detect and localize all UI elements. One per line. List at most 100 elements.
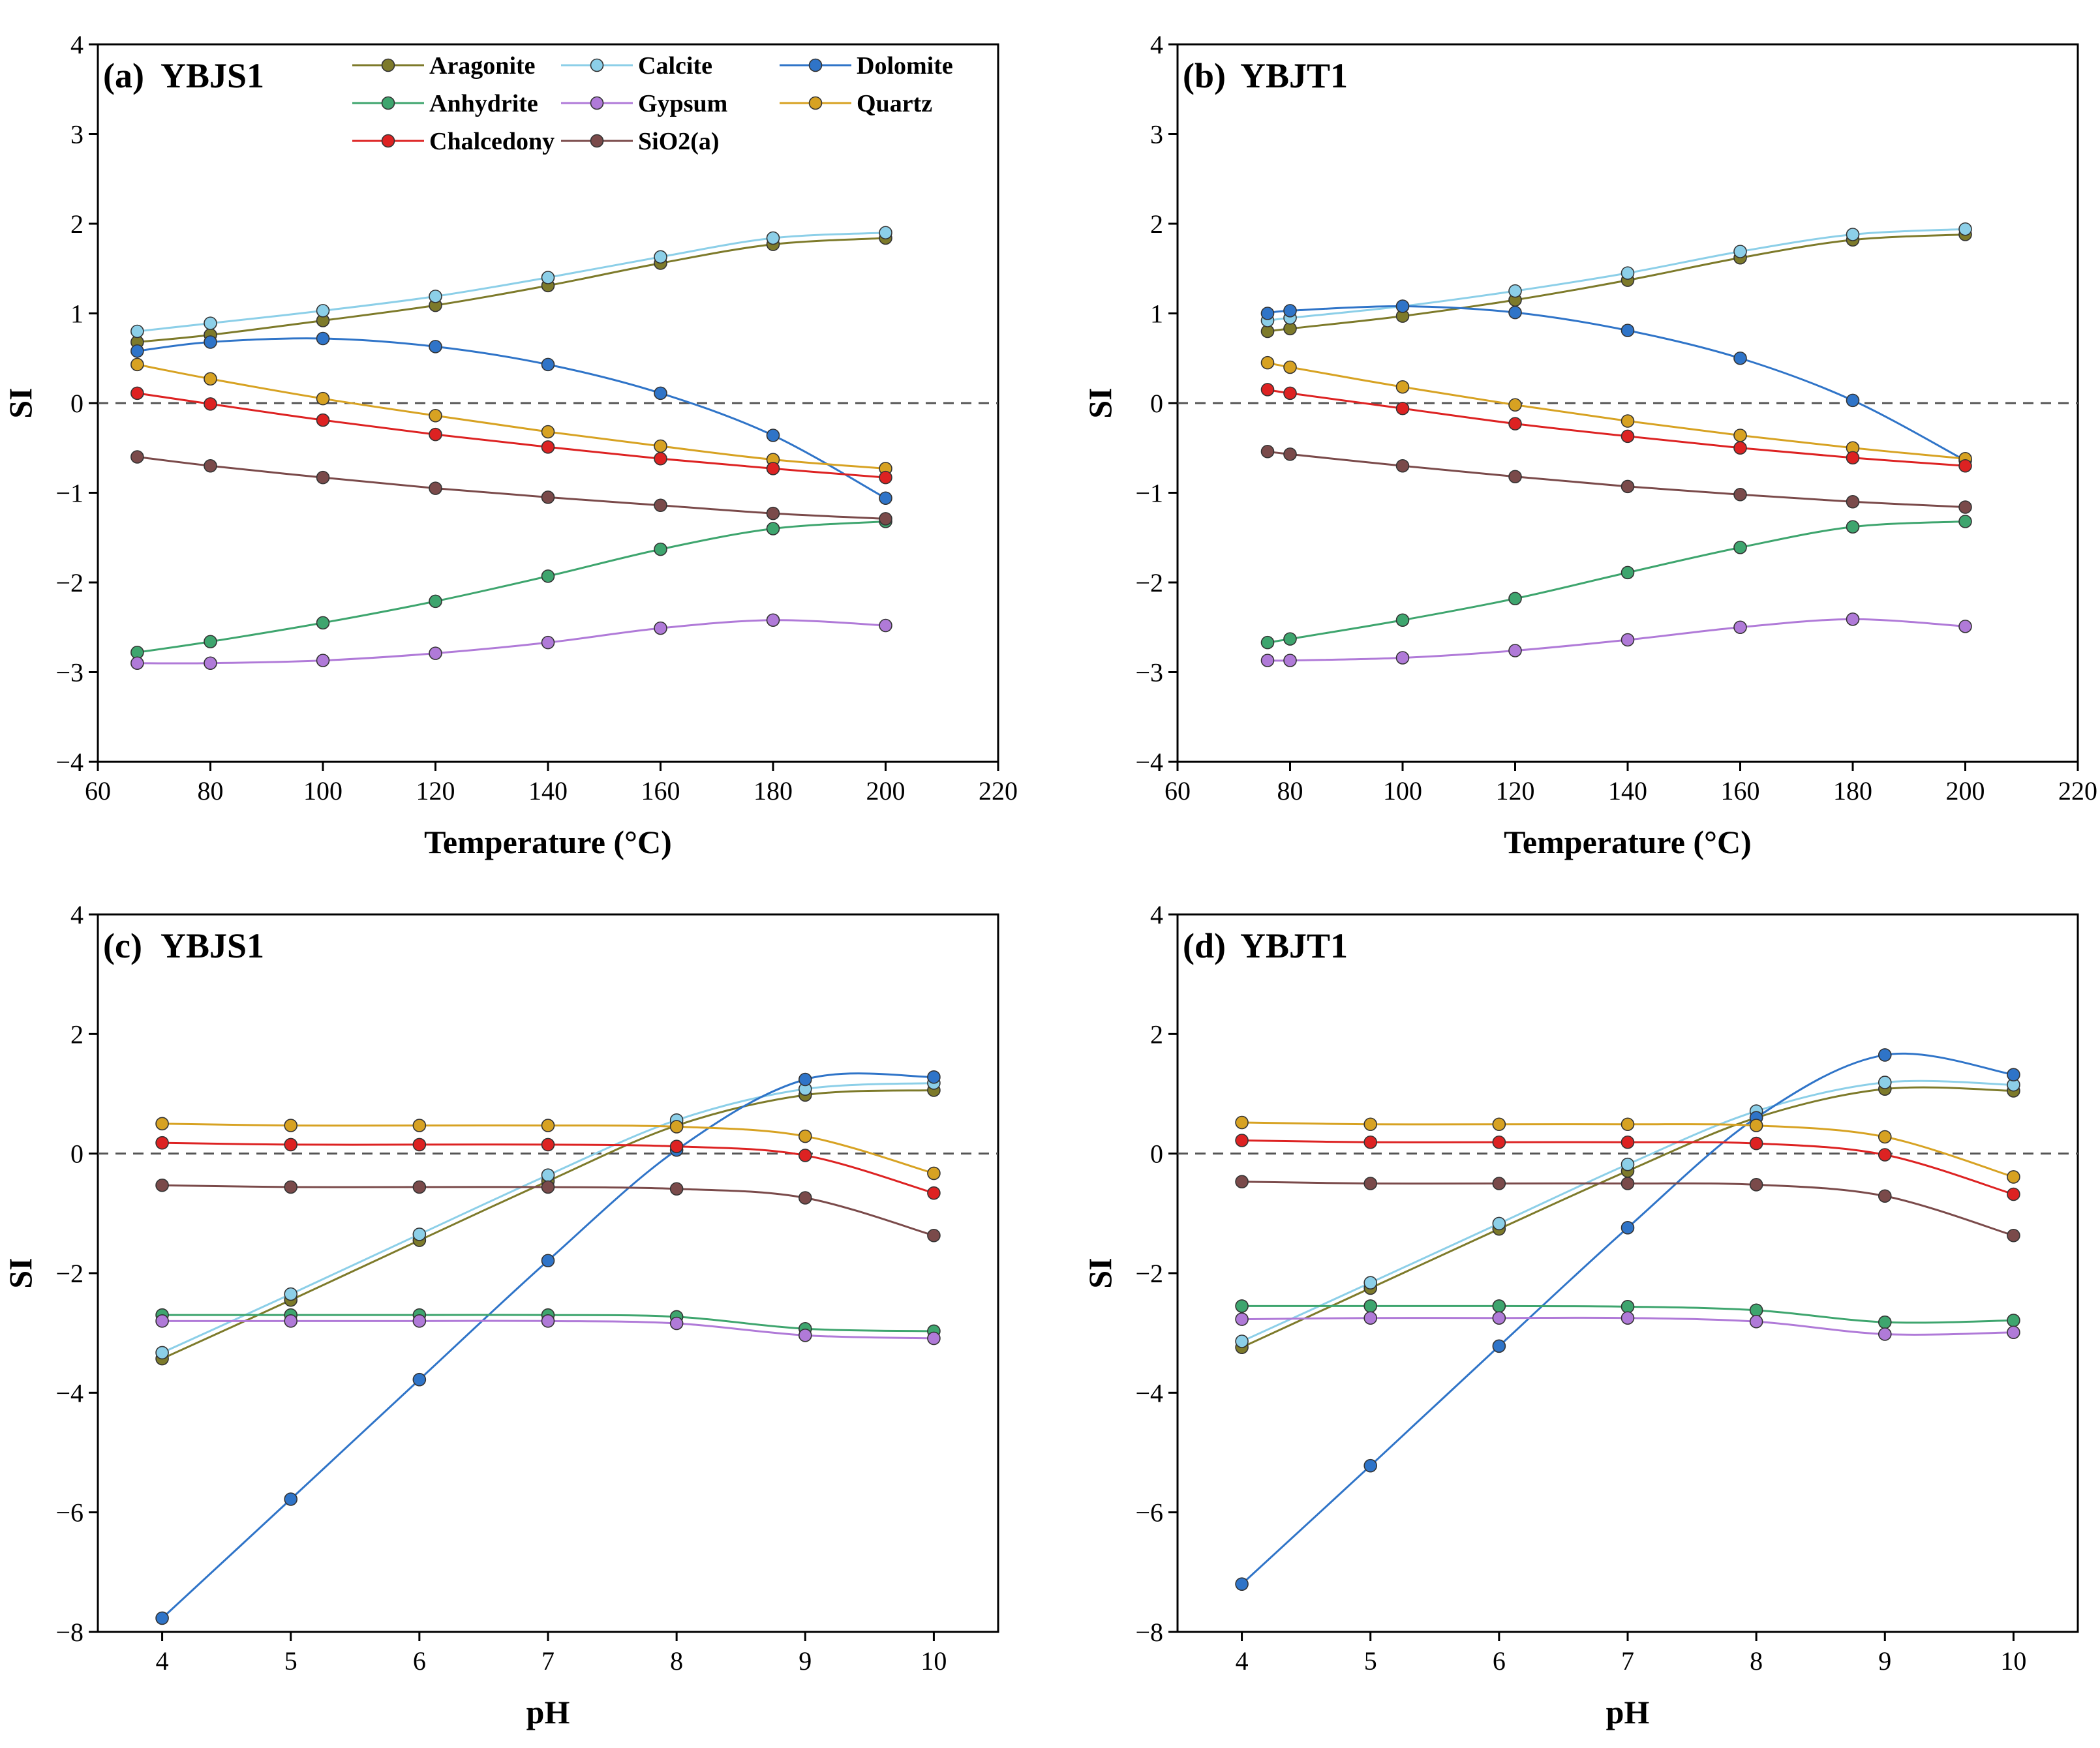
data-point-quartz: [316, 391, 330, 406]
y-tick-label: 1: [1150, 299, 1163, 329]
series-line-calcite: [137, 232, 886, 333]
legend-label-anhydrite: Anhydrite: [429, 90, 538, 117]
data-point-quartz: [155, 1117, 169, 1131]
data-point-calcite: [429, 290, 442, 303]
data-point-dolomite: [1733, 351, 1747, 365]
data-point-gypsum: [766, 613, 780, 627]
data-point-calcite: [1878, 1076, 1892, 1089]
y-tick-label: 2: [70, 209, 84, 239]
panel-b: 60 80 100 120 140 160 180 200 220 −4 −3 −2 −1 0 1 2 3 4 Te…: [1082, 30, 2097, 860]
y-tick-label: 0: [70, 389, 84, 418]
data-point-gypsum: [130, 656, 144, 671]
data-point-quartz: [2007, 1170, 2020, 1184]
series-line-anhydrite: [1267, 520, 1966, 644]
legend: Aragonite Calcite Dolomite Anhydrite Gypsum Q…: [352, 52, 953, 155]
data-point-chalcedony: [1283, 386, 1297, 400]
data-point-sio2-a: [204, 459, 217, 473]
x-axis-title: pH: [526, 1694, 570, 1730]
x-tick-label: 80: [198, 776, 224, 806]
data-point-sio2-a: [284, 1180, 298, 1194]
data-point-dolomite: [130, 344, 144, 358]
data-point-sio2-a: [879, 512, 892, 526]
data-point-sio2-a: [1958, 500, 1972, 514]
data-point-sio2-a: [1260, 444, 1275, 459]
x-tick-label: 60: [1164, 776, 1191, 806]
x-tick-label: 7: [1621, 1646, 1634, 1676]
data-point-sio2-a: [669, 1182, 684, 1196]
legend-label-sio2-a: SiO2(a): [638, 128, 720, 155]
series-layer: [155, 1070, 941, 1625]
data-point-gypsum: [412, 1314, 427, 1328]
data-point-calcite: [1621, 1157, 1635, 1171]
data-point-chalcedony: [1878, 1148, 1892, 1162]
y-tick-label: −8: [1135, 1618, 1163, 1647]
x-tick-label: 140: [1608, 776, 1647, 806]
data-point-dolomite: [879, 491, 892, 505]
x-tick-label: 8: [670, 1646, 683, 1676]
data-point-sio2-a: [155, 1178, 169, 1192]
data-point-sio2-a: [316, 470, 330, 485]
data-point-gypsum: [541, 635, 555, 650]
x-tick-label: 160: [1721, 776, 1760, 806]
data-point-sio2-a: [1846, 494, 1860, 509]
data-point-calcite: [1235, 1334, 1249, 1348]
data-point-gypsum: [1621, 1311, 1635, 1325]
y-tick-label: 4: [1150, 30, 1163, 59]
data-point-sio2-a: [1749, 1178, 1763, 1192]
data-point-gypsum: [316, 654, 330, 667]
data-point-gypsum: [155, 1314, 169, 1328]
y-tick-label: −2: [55, 1259, 84, 1288]
data-point-dolomite: [1621, 1221, 1635, 1235]
data-point-sio2-a: [2007, 1228, 2020, 1243]
legend-label-chalcedony: Chalcedony: [429, 128, 555, 155]
x-tick-label: 7: [541, 1646, 555, 1676]
panel-label: (c): [103, 926, 142, 965]
data-point-quartz: [284, 1119, 298, 1132]
series-layer: [1260, 222, 1972, 667]
data-point-quartz: [412, 1119, 427, 1132]
data-point-chalcedony: [798, 1149, 812, 1162]
data-point-anhydrite: [1283, 632, 1297, 646]
y-tick-label: 2: [1150, 1019, 1163, 1049]
data-point-calcite: [284, 1287, 298, 1301]
data-point-anhydrite: [766, 522, 780, 535]
data-point-gypsum: [429, 646, 442, 660]
y-tick-label: 0: [1150, 389, 1163, 418]
series-line-aragonite: [1267, 234, 1966, 333]
x-axis-title: Temperature (°C): [424, 824, 672, 860]
y-tick-label: −4: [55, 747, 84, 777]
data-point-calcite: [204, 316, 217, 330]
y-tick-label: −1: [1135, 479, 1163, 508]
data-point-gypsum: [1846, 612, 1860, 626]
data-point-sio2-a: [798, 1191, 812, 1205]
plot-frame: [97, 913, 999, 1633]
y-tick-label: 4: [1150, 900, 1163, 929]
legend-marker-gypsum: [590, 96, 604, 110]
y-axis-title: SI: [2, 387, 38, 418]
data-point-gypsum: [1878, 1327, 1892, 1341]
data-point-chalcedony: [2007, 1187, 2020, 1201]
data-point-chalcedony: [204, 397, 217, 411]
legend-label-quartz: Quartz: [857, 90, 932, 117]
data-point-sio2-a: [429, 481, 442, 495]
data-point-dolomite: [2007, 1068, 2020, 1081]
data-point-gypsum: [1958, 620, 1972, 633]
data-point-sio2-a: [1283, 447, 1297, 461]
data-point-chalcedony: [1395, 401, 1410, 415]
data-point-quartz: [1283, 360, 1297, 374]
series-line-quartz: [1267, 361, 1966, 460]
data-point-anhydrite: [316, 616, 330, 630]
panel-title: YBJT1: [1240, 926, 1348, 965]
data-point-calcite: [1492, 1216, 1506, 1231]
panel-title: YBJS1: [160, 926, 264, 965]
data-point-chalcedony: [541, 1138, 555, 1152]
data-point-chalcedony: [1363, 1135, 1378, 1149]
data-point-sio2-a: [541, 1180, 555, 1194]
data-point-quartz: [1508, 398, 1522, 412]
x-tick-label: 10: [2000, 1646, 2026, 1676]
data-point-gypsum: [654, 621, 667, 635]
y-tick-label: −2: [55, 568, 84, 597]
y-tick-label: 1: [70, 299, 84, 329]
data-point-quartz: [1363, 1117, 1378, 1132]
data-point-quartz: [1395, 380, 1410, 394]
